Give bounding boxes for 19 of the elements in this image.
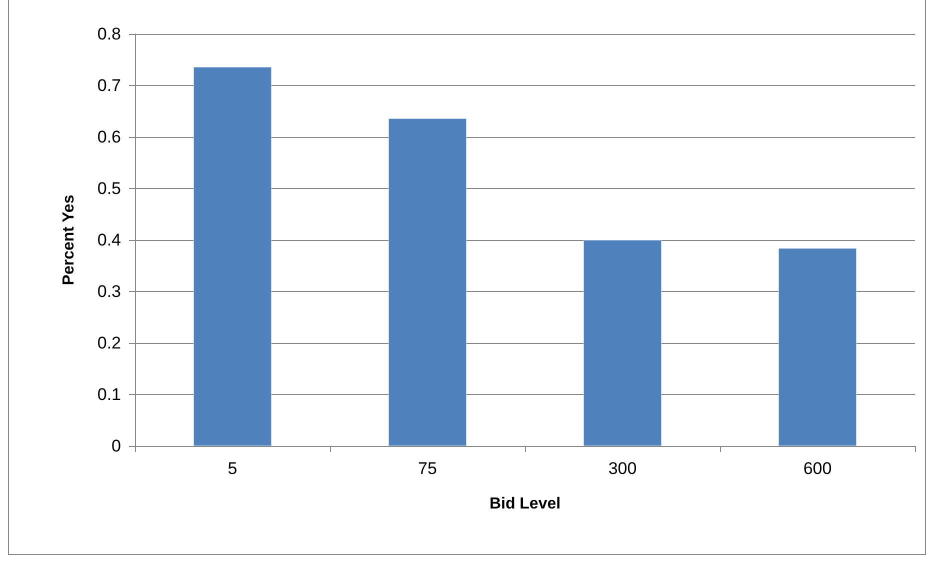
y-tick-label: 0.2 (97, 334, 121, 352)
y-tick-label: 0.1 (97, 385, 121, 404)
x-tick-label: 600 (803, 459, 832, 478)
x-tick-label: 300 (608, 459, 637, 478)
bar (194, 66, 272, 446)
y-tick-label: 0.4 (97, 230, 121, 250)
x-tick-label: 5 (228, 459, 238, 478)
y-tick-label: 0.6 (97, 128, 121, 146)
bar (388, 118, 466, 446)
y-tick-label: 0.7 (97, 76, 121, 95)
bar (778, 248, 856, 446)
y-tick-label: 0 (112, 436, 121, 456)
x-tick-label: 75 (418, 459, 437, 478)
bar (584, 240, 662, 446)
y-tick-label: 0.8 (97, 24, 121, 44)
y-tick-label: 0.5 (97, 179, 121, 198)
x-axis-title: Bid Level (489, 496, 561, 512)
y-axis-title: Percent Yes (60, 194, 78, 286)
y-tick-label: 0.3 (97, 282, 121, 301)
